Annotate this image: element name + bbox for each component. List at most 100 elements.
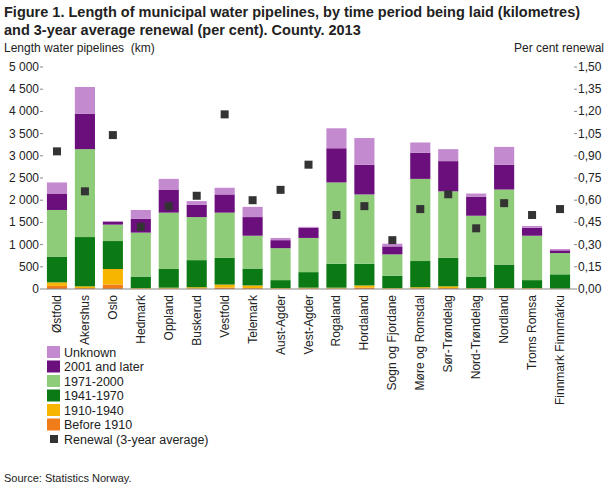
y2-tick-label: 1,50 — [578, 60, 602, 74]
bar-segment — [243, 236, 263, 269]
legend-swatch — [47, 390, 60, 402]
bar-segment — [410, 179, 430, 261]
bar-segment — [438, 258, 458, 286]
legend-label: Renewal (3-year average) — [64, 433, 209, 447]
y-tick — [40, 222, 43, 223]
bar-segment — [298, 272, 318, 288]
x-tick-label: Buskerud — [190, 295, 204, 346]
bar-segment — [187, 205, 207, 217]
bar-segment — [103, 222, 123, 225]
renewal-marker — [165, 202, 173, 210]
renewal-marker — [249, 196, 257, 204]
bar-segment — [270, 238, 290, 240]
y2-tick — [574, 155, 577, 156]
bar-segment — [522, 226, 542, 228]
bar-segment — [550, 249, 570, 250]
bar-segment — [75, 237, 95, 286]
y2-tick-label: 1,35 — [578, 82, 602, 96]
x-tick-label: Aust-Agder — [274, 295, 288, 355]
bar-segment — [243, 217, 263, 236]
y-tick-label: 2 000 — [9, 193, 39, 207]
y-tick — [40, 200, 43, 201]
y2-tick-label: 1,05 — [578, 127, 602, 141]
y2-tick-label: 0,60 — [578, 193, 602, 207]
bar-segment — [215, 188, 235, 195]
bar-segment — [187, 287, 207, 288]
bar-segment — [494, 265, 514, 289]
bar-segment — [103, 221, 123, 223]
bar-segment — [159, 213, 179, 269]
y2-tick-label: 0,75 — [578, 171, 602, 185]
legend-swatch — [47, 346, 60, 358]
bar-segment — [270, 240, 290, 248]
bar-segment — [382, 246, 402, 254]
bar-segment — [103, 269, 123, 285]
y-tick — [40, 266, 43, 267]
x-tick-label: Telemark — [246, 294, 260, 344]
y-tick-label: 1 500 — [9, 215, 39, 229]
x-tick-label: Nord-Trøndelag — [469, 295, 483, 379]
bar-segment — [47, 210, 67, 257]
y2-tick-label: 0,00 — [578, 282, 602, 296]
renewal-marker — [277, 186, 285, 194]
legend-label: 1941-1970 — [64, 389, 124, 403]
renewal-marker — [556, 205, 564, 213]
bar-segment — [103, 285, 123, 289]
x-tick-label: Finnmark Finnmárku — [553, 295, 567, 405]
y2-tick — [574, 200, 577, 201]
legend-label: Unknown — [64, 346, 116, 360]
x-tick-label: Troms Romsa — [525, 295, 539, 370]
bar-segment — [187, 260, 207, 287]
legend-swatch — [47, 361, 60, 373]
y-tick — [40, 178, 43, 179]
bar-segment — [243, 269, 263, 286]
bar-segment — [410, 142, 430, 152]
y2-tick — [574, 67, 577, 68]
bar-segment — [438, 286, 458, 288]
y-tick — [40, 67, 43, 68]
y2-tick-label: 0,90 — [578, 149, 602, 163]
bar-segment — [466, 194, 486, 197]
bar-segment — [215, 285, 235, 288]
bar-segment — [326, 264, 346, 288]
chart-svg: Length water pipelines (km)Per cent rene… — [0, 0, 610, 488]
chart-root: Figure 1. Length of municipal water pipe… — [0, 0, 610, 488]
renewal-marker — [193, 192, 201, 200]
legend-swatch — [50, 435, 58, 443]
bar-segment — [159, 190, 179, 213]
bar-segment — [494, 147, 514, 165]
y-tick — [40, 244, 43, 245]
y-tick — [40, 111, 43, 112]
bar-segment — [326, 128, 346, 148]
bar-segment — [438, 161, 458, 191]
renewal-marker — [53, 147, 61, 155]
bar-segment — [298, 238, 318, 272]
bar-segment — [550, 253, 570, 274]
bar-segment — [382, 276, 402, 288]
bar-segment — [494, 165, 514, 190]
bar-segment — [75, 286, 95, 288]
y-tick-label: 1 000 — [9, 238, 39, 252]
y-tick-label: 4 000 — [9, 104, 39, 118]
bar-segment — [270, 248, 290, 280]
legend-label: Before 1910 — [64, 418, 132, 432]
legend-label: 1971-2000 — [64, 375, 124, 389]
renewal-marker — [221, 110, 229, 118]
x-tick-label: Vest-Agder — [302, 295, 316, 354]
x-tick-label: Vestfold — [218, 295, 232, 338]
bar-segment — [410, 153, 430, 179]
bar-segment — [354, 264, 374, 286]
bar-segment — [354, 165, 374, 195]
bar-segment — [75, 114, 95, 150]
y2-axis-title: Per cent renewal — [514, 41, 604, 55]
y-tick — [40, 289, 43, 290]
chart-title: Figure 1. Length of municipal water pipe… — [4, 3, 604, 39]
bar-segment — [47, 194, 67, 210]
y-tick-label: 3 500 — [9, 127, 39, 141]
bar-segment — [103, 241, 123, 269]
bar-segment — [382, 254, 402, 275]
bar-segment — [438, 191, 458, 258]
renewal-marker — [360, 202, 368, 210]
renewal-marker — [137, 223, 145, 231]
bar-segment — [438, 149, 458, 161]
